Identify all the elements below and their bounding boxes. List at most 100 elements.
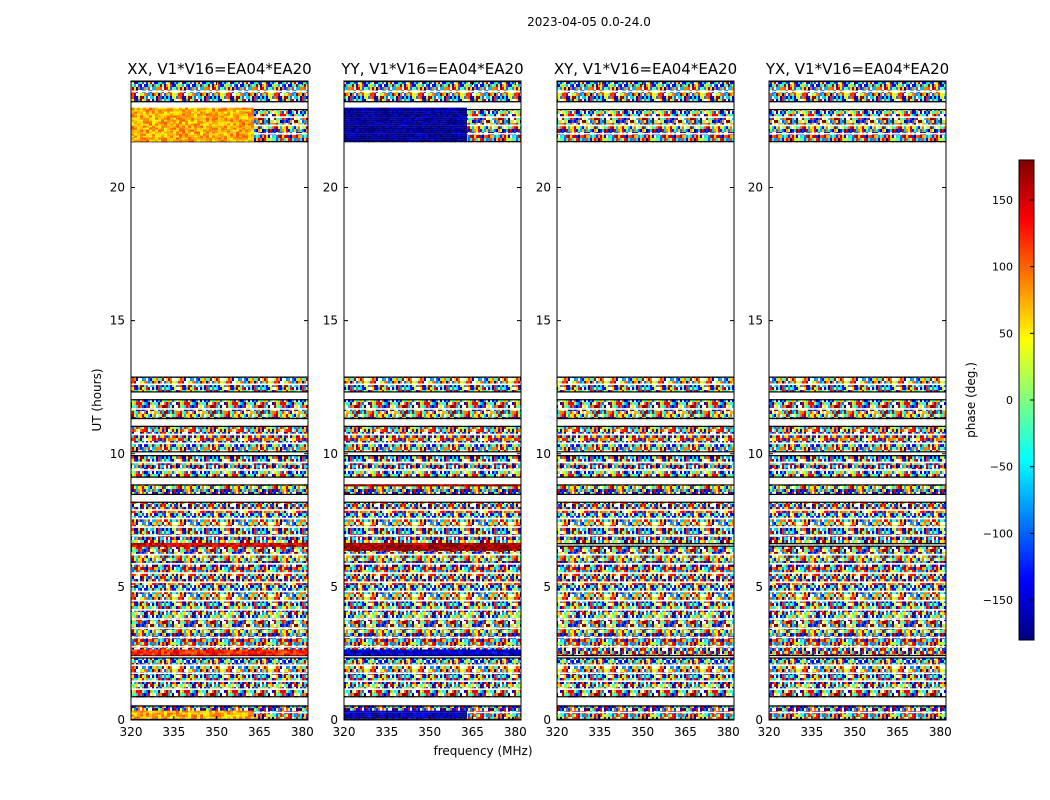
band-cell bbox=[461, 117, 464, 120]
band-cell bbox=[404, 109, 407, 112]
band-cell bbox=[131, 710, 134, 713]
band-cell bbox=[461, 107, 464, 110]
band-cell bbox=[371, 484, 374, 487]
band-cell bbox=[371, 710, 374, 713]
band-cell bbox=[200, 135, 203, 138]
band-cell bbox=[383, 125, 386, 128]
band-cell bbox=[437, 137, 440, 140]
band-cell bbox=[404, 119, 407, 122]
band-cell bbox=[359, 107, 362, 110]
band-cell bbox=[464, 111, 467, 114]
band-cell bbox=[518, 548, 521, 551]
band-cell bbox=[371, 649, 374, 652]
band-cell bbox=[146, 107, 149, 110]
band-cell bbox=[446, 653, 449, 656]
band-cell bbox=[224, 714, 227, 717]
band-cell bbox=[401, 137, 404, 140]
band-cell bbox=[200, 710, 203, 713]
band-cell bbox=[200, 544, 203, 547]
band-cell bbox=[362, 651, 365, 654]
band-cell bbox=[137, 109, 140, 112]
band-cell bbox=[227, 107, 230, 110]
band-cell bbox=[458, 548, 461, 551]
band-cell bbox=[236, 117, 239, 120]
band-cell bbox=[221, 710, 224, 713]
band-cell bbox=[452, 121, 455, 124]
band-cell bbox=[401, 119, 404, 122]
band-cell bbox=[251, 109, 254, 112]
band-cell bbox=[137, 714, 140, 717]
band-cell bbox=[305, 544, 308, 547]
band-cell bbox=[140, 113, 143, 116]
band-cell bbox=[173, 125, 176, 128]
band-cell bbox=[245, 121, 248, 124]
band-cell bbox=[173, 117, 176, 120]
band-cell bbox=[152, 109, 155, 112]
block-edge bbox=[769, 501, 946, 503]
band-cell bbox=[389, 133, 392, 136]
band-cell bbox=[212, 133, 215, 136]
band-cell bbox=[224, 710, 227, 713]
block-edge bbox=[769, 545, 946, 547]
band-cell bbox=[179, 129, 182, 132]
band-cell bbox=[191, 121, 194, 124]
band-cell bbox=[455, 133, 458, 136]
band-cell bbox=[467, 653, 470, 656]
band-cell bbox=[371, 111, 374, 114]
band-cell bbox=[224, 111, 227, 114]
band-cell bbox=[215, 135, 218, 138]
band-cell bbox=[188, 712, 191, 715]
band-cell bbox=[422, 714, 425, 717]
band-cell bbox=[155, 139, 158, 142]
band-cell bbox=[476, 653, 479, 656]
band-cell bbox=[185, 111, 188, 114]
band-cell bbox=[392, 716, 395, 719]
band-cell bbox=[410, 546, 413, 549]
band-cell bbox=[479, 548, 482, 551]
band-cell bbox=[416, 127, 419, 130]
band-cell bbox=[416, 714, 419, 717]
flag-line bbox=[769, 664, 946, 667]
band-cell bbox=[398, 123, 401, 126]
panel-frame bbox=[130, 80, 309, 721]
band-cell bbox=[158, 125, 161, 128]
band-cell bbox=[425, 548, 428, 551]
band-cell bbox=[452, 714, 455, 717]
band-cell bbox=[428, 649, 431, 652]
band-cell bbox=[146, 127, 149, 130]
band-cell bbox=[143, 107, 146, 110]
band-cell bbox=[191, 131, 194, 134]
band-cell bbox=[194, 712, 197, 715]
band-cell bbox=[350, 133, 353, 136]
band-cell bbox=[344, 649, 347, 652]
flag-line bbox=[769, 618, 946, 620]
band-cell bbox=[374, 546, 377, 549]
band-cell bbox=[377, 127, 380, 130]
flag-line bbox=[557, 672, 734, 675]
band-cell bbox=[218, 651, 221, 654]
band-cell bbox=[458, 123, 461, 126]
band-cell bbox=[194, 123, 197, 126]
band-cell bbox=[359, 710, 362, 713]
band-cell bbox=[215, 712, 218, 715]
band-cell bbox=[206, 649, 209, 652]
band-cell bbox=[464, 651, 467, 654]
band-cell bbox=[356, 542, 359, 545]
band-cell bbox=[170, 544, 173, 547]
band-cell bbox=[179, 714, 182, 717]
band-cell bbox=[230, 131, 233, 134]
band-cell bbox=[455, 139, 458, 142]
band-cell bbox=[497, 544, 500, 547]
band-cell bbox=[200, 117, 203, 120]
flag-line bbox=[344, 408, 521, 410]
band-cell bbox=[158, 129, 161, 132]
band-cell bbox=[374, 484, 377, 487]
flag-line bbox=[557, 534, 734, 537]
band-cell bbox=[374, 542, 377, 545]
band-cell bbox=[158, 649, 161, 652]
band-cell bbox=[473, 651, 476, 654]
band-cell bbox=[389, 137, 392, 140]
band-cell bbox=[458, 651, 461, 654]
band-cell bbox=[137, 125, 140, 128]
band-cell bbox=[167, 107, 170, 110]
